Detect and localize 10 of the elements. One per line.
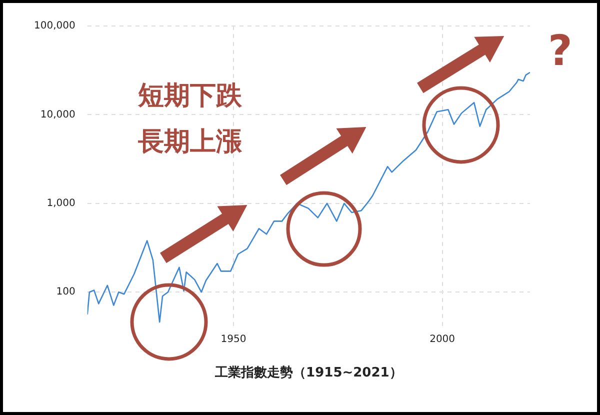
annotation: 長期上漲 bbox=[138, 127, 242, 157]
y-tick-label: 1,000 bbox=[46, 198, 76, 209]
x-axis-title: 工業指數走勢（1915~2021） bbox=[214, 364, 402, 381]
annotation: 短期下跌 bbox=[138, 81, 242, 111]
x-tick-label: 1950 bbox=[220, 334, 246, 345]
y-tick-label: 100,000 bbox=[34, 20, 76, 32]
text: ? bbox=[548, 26, 572, 75]
y-tick-label: 100 bbox=[56, 286, 76, 298]
y-tick-label: 10,000 bbox=[40, 109, 76, 120]
x-tick-label: 2000 bbox=[430, 334, 456, 345]
